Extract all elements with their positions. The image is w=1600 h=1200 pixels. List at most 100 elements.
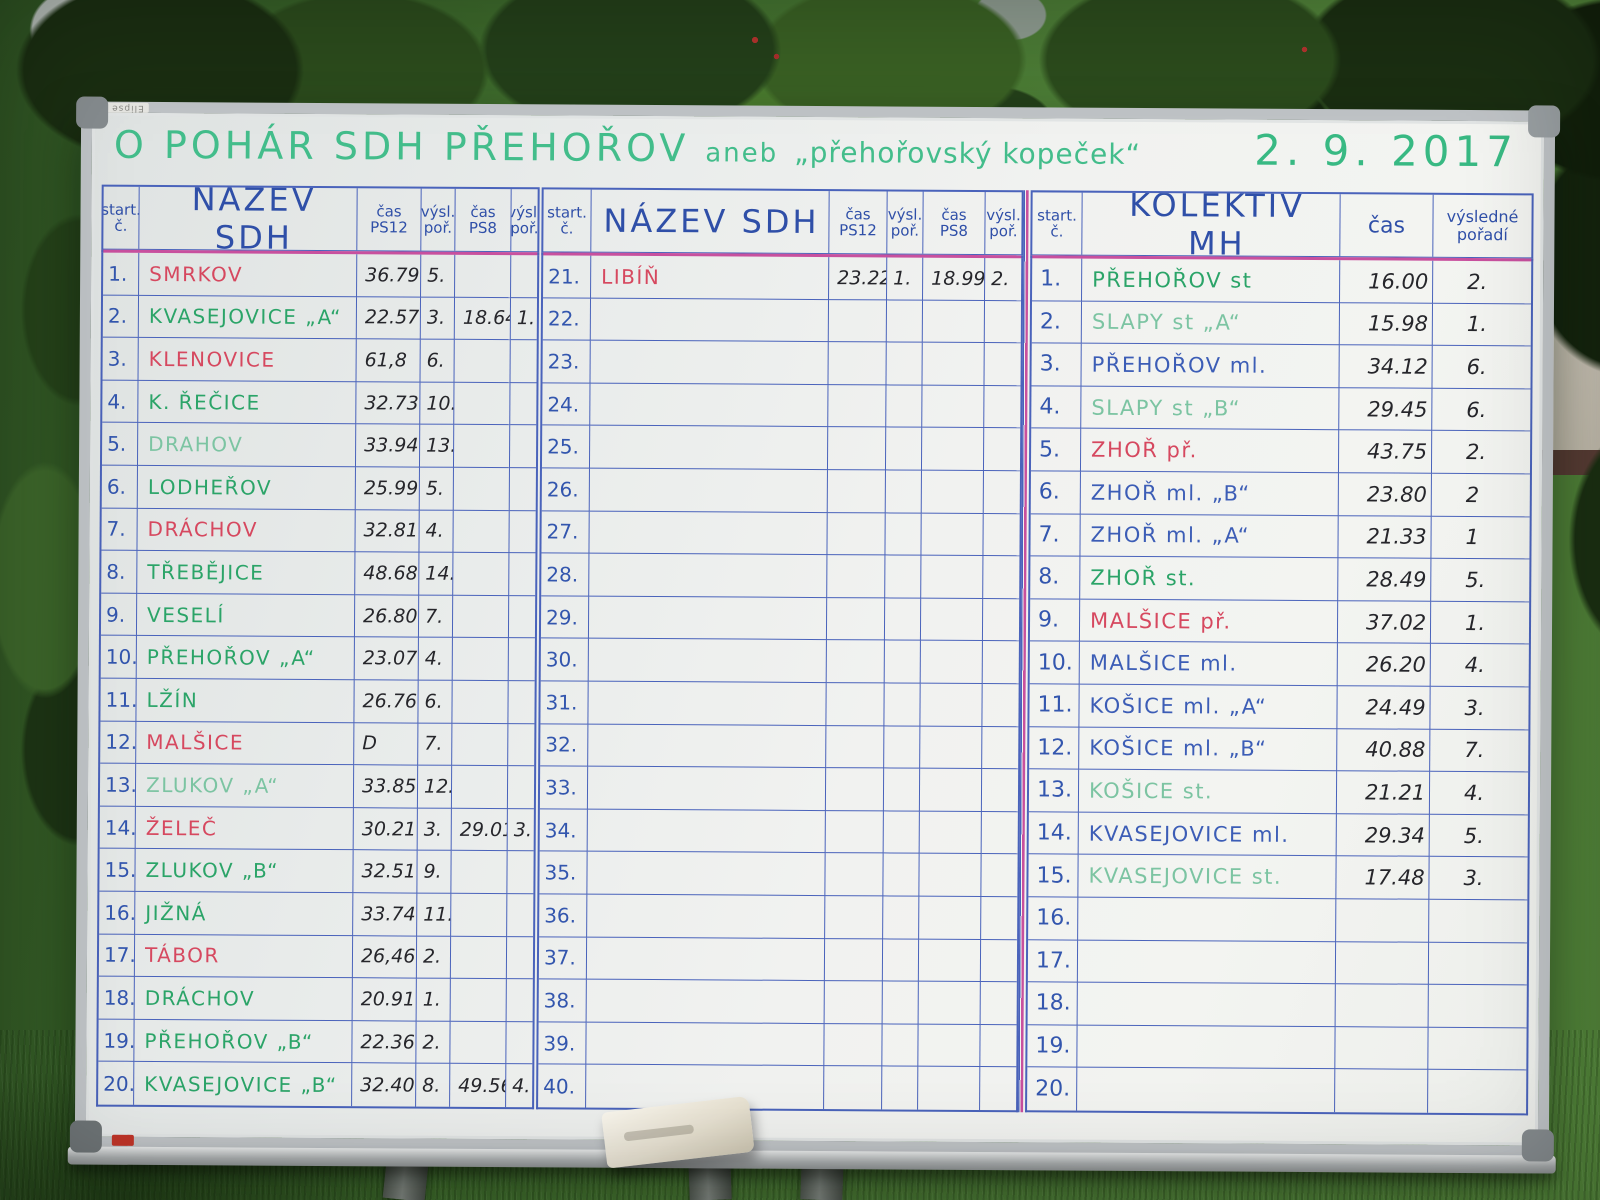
rank-ps8-cell [506, 979, 533, 1023]
header-time-ps8: čas PS8 [455, 188, 512, 252]
rank-ps12-cell: 1. [887, 257, 924, 301]
time-ps8-cell [919, 854, 982, 898]
rank-ps12-cell: 10. [420, 382, 455, 426]
rank-ps12-cell [885, 555, 922, 599]
time-ps8-cell [918, 981, 981, 1025]
time-ps12-cell: 33.74 [353, 893, 418, 937]
frame-corner [1528, 105, 1561, 138]
team-name-cell: TŘEBĚJICE [137, 551, 356, 595]
header-rank-ps12: výsl. poř. [421, 188, 456, 251]
time-ps8-cell [918, 1024, 981, 1068]
rank-ps8-cell [508, 595, 536, 639]
start-number-cell: 8. [101, 550, 138, 594]
time-cell: 43.75 [1338, 430, 1433, 474]
time-ps12-cell: 23.07 [354, 637, 419, 681]
start-number-cell: 30. [540, 638, 589, 682]
final-rank-cell [1428, 1070, 1526, 1113]
header-collective-mh: KOLEKTIV MH [1082, 192, 1341, 257]
rank-ps12-cell: 8. [416, 1063, 451, 1107]
rank-ps8-cell [984, 300, 1022, 344]
start-number-cell: 27. [541, 510, 590, 554]
rank-ps12-cell [884, 598, 922, 642]
time-ps8-cell [921, 513, 984, 557]
start-number-cell: 16. [1028, 897, 1079, 941]
team-name-cell [590, 383, 829, 428]
start-number-cell: 14. [1028, 812, 1079, 856]
rank-ps8-cell [510, 340, 537, 384]
title-date: 2. 9. 2017 [1254, 125, 1519, 177]
final-rank-cell: 5. [1429, 814, 1528, 858]
rank-ps12-cell [885, 470, 922, 514]
time-ps8-cell: 18.99 [923, 257, 986, 301]
time-cell: 34.12 [1339, 345, 1433, 389]
team-name-cell: LODHEŘOV [137, 465, 356, 510]
time-ps12-cell [828, 384, 887, 428]
start-number-cell: 39. [538, 1022, 587, 1066]
start-number-cell: 12. [1029, 726, 1080, 770]
header-time: čas [1340, 194, 1434, 257]
board-content: O POHÁR SDH PŘEHOŘOV aneb „přehořovský k… [96, 119, 1534, 1138]
rank-ps8-cell [506, 1021, 533, 1065]
team-name-cell: K. ŘEČICE [138, 380, 357, 425]
time-cell: 26.20 [1337, 643, 1431, 687]
start-number-cell: 9. [100, 593, 138, 637]
header-time-ps12: čas PS12 [829, 191, 888, 254]
start-number-cell: 13. [1028, 769, 1080, 813]
team-name-cell: ZHOŘ př. [1080, 429, 1340, 474]
time-ps12-cell [825, 896, 884, 940]
time-ps12-cell: 61,8 [356, 339, 421, 383]
rank-ps8-cell [507, 851, 534, 895]
time-ps8-cell [450, 978, 507, 1022]
start-number-cell: 21. [543, 255, 592, 299]
team-name-cell: ZHOŘ ml. „A“ [1080, 514, 1339, 559]
title-subtitle: „přehořovský kopeček“ [794, 135, 1142, 171]
time-ps8-cell [919, 768, 983, 812]
time-ps8-cell [451, 851, 508, 895]
start-number-cell: 18. [98, 976, 135, 1020]
time-ps12-cell: 33.85 [353, 765, 419, 809]
header-time-ps8: čas PS8 [923, 191, 986, 255]
header-rank-ps8: výsl. poř. [986, 205, 1021, 241]
start-number-cell: 18. [1027, 982, 1078, 1026]
title-connector: aneb [705, 138, 779, 169]
header-team-name: NÁZEV SDH [591, 189, 830, 254]
rank-ps8-cell [981, 897, 1018, 940]
header-start-number: start. č. [103, 186, 140, 249]
rank-ps12-cell [884, 640, 921, 684]
start-number-cell: 11. [1029, 684, 1080, 728]
team-name-cell [588, 724, 827, 769]
header-rank-ps8: výsl. poř. [511, 202, 538, 238]
final-rank-cell: 2. [1431, 431, 1531, 475]
rank-ps12-cell [886, 300, 924, 343]
team-name-cell [1077, 982, 1336, 1027]
final-rank-cell: 2. [1433, 260, 1532, 304]
time-ps8-cell [451, 893, 508, 937]
table-rows: 21. LIBÍŇ 23.22 1. 18.99 2. 22. 23. 24. … [536, 255, 1024, 1113]
start-number-cell: 15. [1028, 854, 1079, 898]
rank-ps12-cell [883, 896, 920, 940]
rank-ps8-cell: 3. [507, 808, 534, 852]
rank-ps12-cell: 2. [416, 936, 452, 979]
rank-ps8-cell [983, 513, 1020, 557]
rank-ps8-cell [983, 428, 1021, 472]
rank-ps8-cell [506, 936, 534, 980]
time-ps12-cell: 22.57 [356, 296, 422, 340]
rank-ps12-cell [882, 1024, 919, 1068]
time-cell: 21.33 [1338, 515, 1432, 559]
rank-ps8-cell [507, 894, 534, 937]
final-rank-cell: 5. [1431, 558, 1530, 603]
team-name-cell: PŘEHOŘOV „A“ [136, 636, 355, 681]
start-number-cell: 10. [100, 636, 137, 679]
final-rank-cell [1428, 1027, 1527, 1071]
rank-ps12-cell: 5. [421, 254, 456, 298]
time-ps12-cell [827, 512, 886, 556]
whiteboard: Elipse O POHÁR SDH PŘEHOŘOV aneb „přehoř… [67, 96, 1561, 1174]
table-rows: 1. PŘEHOŘOV st 16.00 2. 2. SLAPY st „A“ … [1025, 258, 1534, 1116]
time-ps12-cell [828, 342, 887, 386]
final-rank-cell: 7. [1430, 729, 1529, 773]
final-rank-cell: 1. [1430, 601, 1530, 645]
team-name-cell: DRÁCHOV [134, 977, 353, 1021]
time-ps12-cell [824, 1066, 883, 1110]
time-ps8-cell [453, 425, 511, 469]
start-number-cell: 5. [101, 423, 139, 466]
